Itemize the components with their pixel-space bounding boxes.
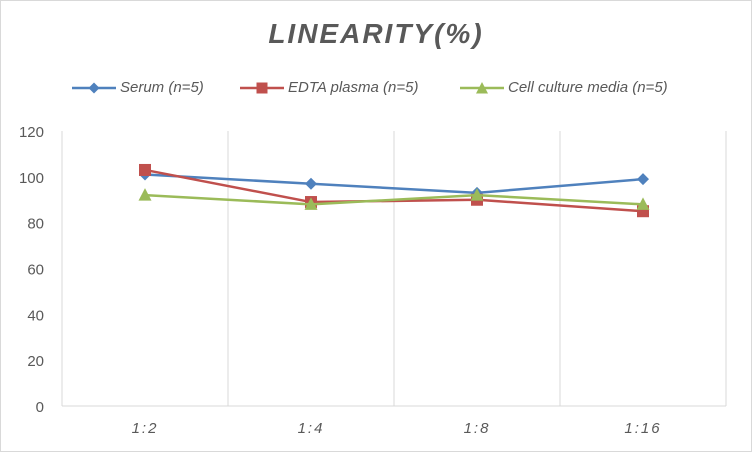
legend-marker-cell-culture-media xyxy=(460,81,504,93)
x-axis: 1:2 1:4 1:8 1:16 xyxy=(132,420,661,437)
data-point xyxy=(637,173,649,186)
series-group xyxy=(138,163,650,218)
data-point xyxy=(636,197,650,210)
y-tick-label: 80 xyxy=(27,216,44,233)
chart-legend: Serum (n=5) EDTA plasma (n=5) Cell cultu… xyxy=(0,79,752,101)
data-point xyxy=(305,177,317,190)
x-tick-label: 1:2 xyxy=(132,420,159,437)
x-tick-label: 1:4 xyxy=(298,420,325,437)
data-point xyxy=(138,188,152,201)
x-tick-label: 1:16 xyxy=(624,420,661,437)
y-tick-label: 100 xyxy=(19,170,44,187)
series-3 xyxy=(138,188,650,210)
legend-label-serum: Serum (n=5) xyxy=(120,79,204,96)
y-tick-label: 20 xyxy=(27,353,44,370)
chart-title: LINEARITY(%) xyxy=(268,18,484,49)
y-tick-label: 40 xyxy=(27,307,44,324)
grid-lines xyxy=(61,131,727,407)
legend-label-edta-plasma: EDTA plasma (n=5) xyxy=(288,79,419,96)
legend-item-edta-plasma: EDTA plasma (n=5) xyxy=(240,79,418,96)
legend-item-cell-culture-media: Cell culture media (n=5) xyxy=(460,79,668,96)
series-line xyxy=(144,193,644,206)
series-line xyxy=(144,173,644,195)
y-tick-label: 0 xyxy=(36,399,44,416)
data-point xyxy=(470,188,484,201)
x-tick-label: 1:8 xyxy=(464,420,491,437)
y-tick-label: 60 xyxy=(27,262,44,279)
legend-marker-edta-plasma xyxy=(240,82,284,93)
data-point xyxy=(139,163,151,176)
y-tick-label: 120 xyxy=(19,124,44,141)
data-point xyxy=(304,197,318,210)
legend-label-cell-culture-media: Cell culture media (n=5) xyxy=(508,79,668,96)
legend-item-serum: Serum (n=5) xyxy=(72,79,204,96)
y-axis: 0 20 40 60 80 100 120 xyxy=(19,124,44,416)
legend-marker-serum xyxy=(72,82,116,93)
